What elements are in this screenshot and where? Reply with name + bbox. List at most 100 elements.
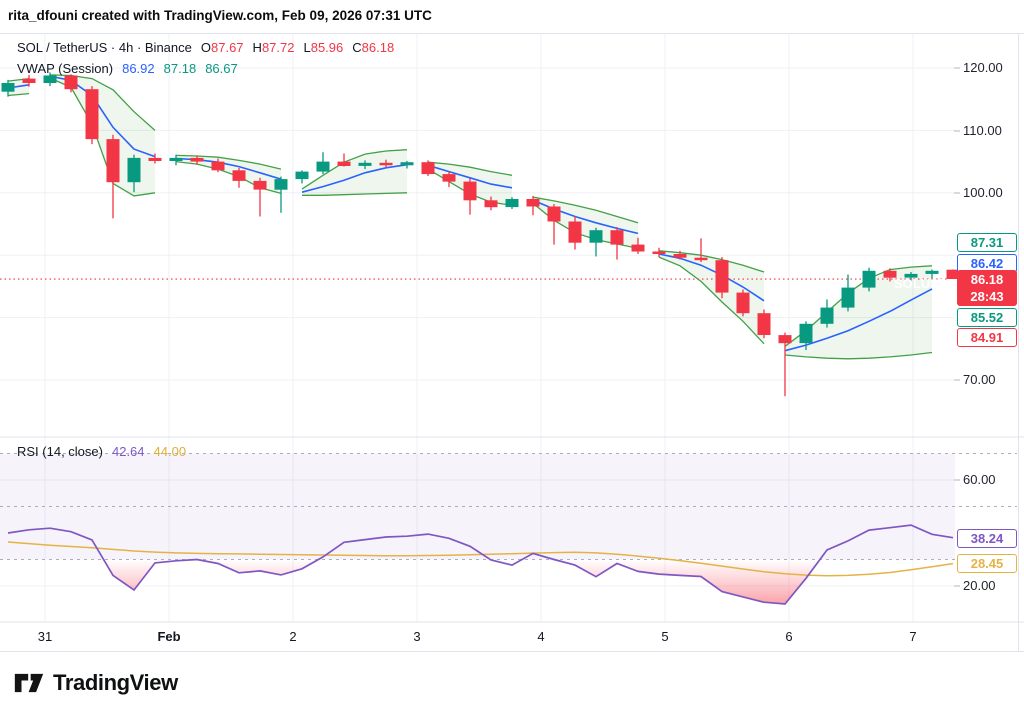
ohlc-item: O87.67 [200,40,244,55]
vwap-title: VWAP (Session) [17,61,114,76]
scale-tick-label: 120.00 [963,60,1003,75]
vwap-upper-band-line [427,161,513,176]
candle-body [946,269,960,279]
candle-body [484,200,498,208]
vwap-upper-band-line [658,250,765,273]
candle-body [568,221,582,243]
time-axis-label: 7 [909,629,917,644]
candle-body [211,161,225,171]
time-axis-label: 31 [37,629,53,644]
candle-body [673,254,687,258]
scale-tick-label: 20.00 [963,578,996,593]
candle-body [64,75,78,90]
candle-body [190,157,204,162]
rsi-title: RSI (14, close) [17,444,103,459]
candle-body [526,199,540,207]
rsi-legend[interactable]: RSI (14, close) 42.64 44.00 [17,444,186,459]
candle-body [22,78,36,83]
price-level-label: 84.91 [957,327,1017,347]
time-axis[interactable] [0,622,956,652]
rsi-values: 42.64 44.00 [112,444,186,459]
price-level-label: 85.52 [957,307,1017,327]
candle-body [316,161,330,172]
vwap-legend[interactable]: VWAP (Session) 86.92 87.18 86.67 [17,61,238,76]
vwap-upper-band-line [175,154,282,170]
vwap-lower-band-line [7,92,30,97]
candle-body [652,251,666,254]
candle-body [862,270,876,288]
candle-body [43,75,57,83]
vwap-value: 86.67 [205,61,238,76]
rsi-line [7,524,954,605]
symbol-title: SOL / TetherUS · 4h · Binance [17,40,192,55]
candle-body [232,170,246,181]
symbol-legend[interactable]: SOL / TetherUS · 4h · Binance O87.67 H87.… [17,40,394,55]
time-axis-label: 5 [661,629,669,644]
time-axis-label: 3 [413,629,421,644]
ohlc-values: O87.67 H87.72 L85.96 C86.18 [201,40,394,55]
candle-body [274,179,288,190]
rsi-oversold-fill [103,559,197,590]
vwap-value: 87.18 [163,61,197,76]
rsi-value: 44.00 [153,444,187,459]
scale-tick-label: 110.00 [963,123,1002,138]
vwap-lower-band-line [784,351,933,360]
time-axis-label: 6 [785,629,793,644]
candle-body [169,157,183,161]
candle-body [148,157,162,161]
ohlc-item: H87.72 [252,40,295,55]
time-axis-label: Feb [157,629,181,644]
candle-body [442,174,456,182]
ohlc-item: C86.18 [352,40,395,55]
vwap-value: 86.92 [122,61,155,76]
vwap-band-fill [302,149,407,196]
price-level-label: 87.31 [957,232,1017,252]
rsi-oversold-fill [197,559,319,575]
vwap-line [427,164,513,189]
rsi-ma-line [7,541,954,577]
candle-body [127,157,141,183]
candle-body [505,199,519,208]
vwap-lower-band-line [658,256,765,345]
candle-body [925,270,939,274]
candle-body [778,335,792,344]
candle-body [715,260,729,293]
price-level-label: 38.24 [957,528,1017,548]
candle-body [358,162,372,166]
candle-body [799,323,813,344]
vwap-line [301,163,408,193]
vwap-upper-band-line [532,196,639,224]
candle-body [253,180,267,190]
candle-body [547,206,561,222]
current-price-label: 86.18 28:43 [957,270,1017,306]
vwap-upper-band-line [301,149,408,190]
candle-body [904,273,918,278]
tradingview-logo-text: TradingView [53,670,178,695]
price-level-label: 28.45 [957,553,1017,573]
candle-body [106,139,120,183]
candle-body [883,270,897,278]
candle-body [463,181,477,201]
scale-tick-label: 70.00 [963,372,996,387]
candle-body [736,292,750,314]
vwap-lower-band-line [302,192,408,196]
scale-tick-label: 100.00 [963,185,1003,200]
candle-body [85,89,99,140]
watermark-attribution: rita_dfouni created with TradingView.com… [8,8,432,23]
candle-body [589,230,603,243]
tradingview-logo-icon [14,673,44,693]
candle-body [820,307,834,324]
time-axis-label: 4 [537,629,545,644]
vwap-values: 86.92 87.18 86.67 [122,61,238,76]
chart-canvas[interactable] [0,33,1024,652]
ohlc-item: L85.96 [303,40,344,55]
vwap-band-fill [785,265,932,359]
candle-body [694,257,708,261]
vwap-band-fill [659,250,764,344]
candle-body [841,287,855,308]
tradingview-logo[interactable]: TradingView [14,670,178,696]
candle-body [400,162,414,166]
time-axis-label: 2 [289,629,297,644]
candle-body [295,171,309,180]
